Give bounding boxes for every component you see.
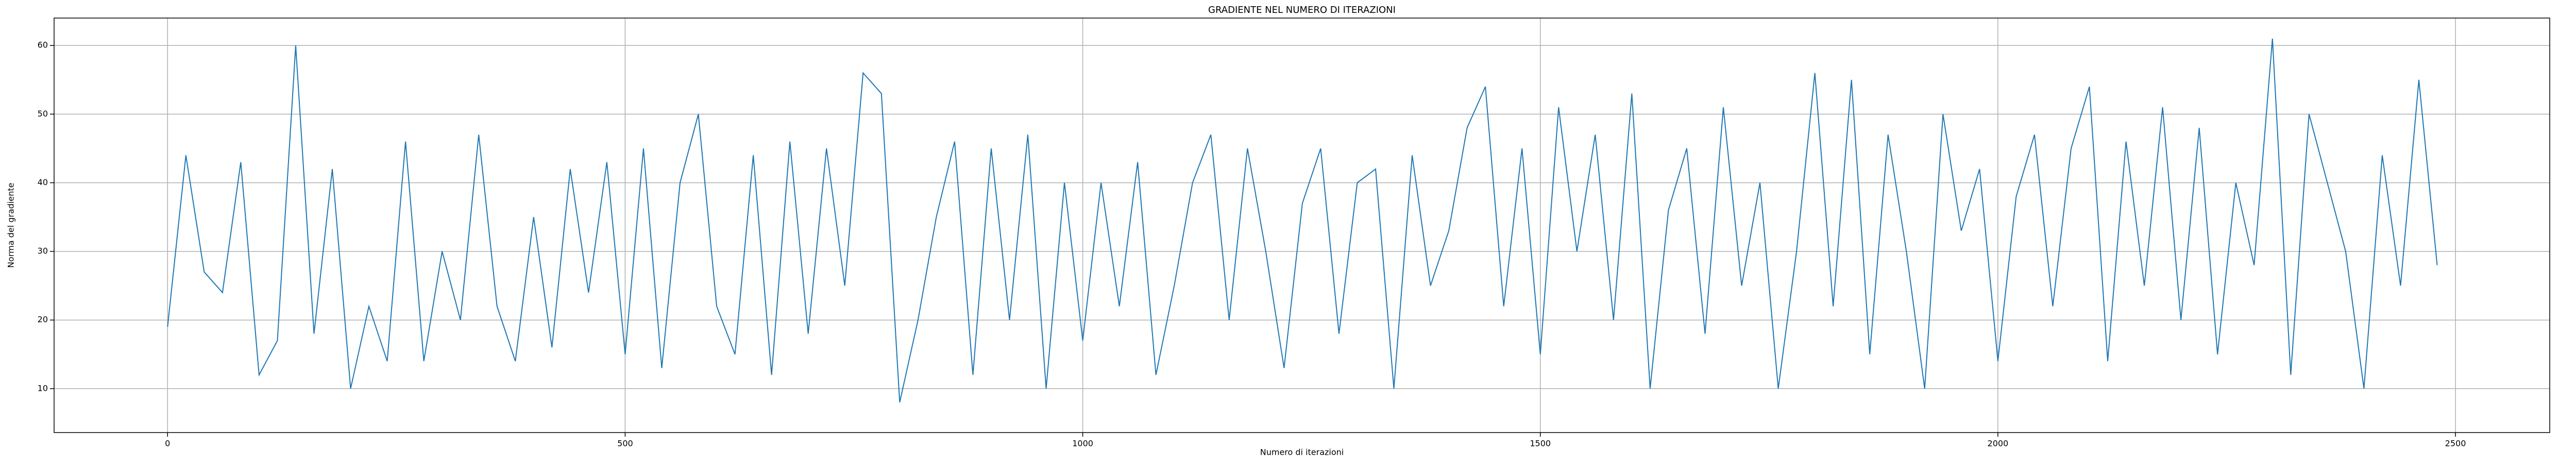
- x-tick-label: 1500: [1530, 439, 1551, 449]
- y-tick-label: 50: [38, 109, 48, 119]
- y-tick-label: 20: [38, 314, 48, 324]
- x-tick-label: 500: [617, 439, 633, 449]
- y-tick-label: 10: [38, 383, 48, 393]
- plot-area: 0 500 1000 1500 2000 2500 10 20 30 40 50 60: [38, 18, 2550, 449]
- x-tick-label: 2000: [1988, 439, 2009, 449]
- x-tick-label: 0: [165, 439, 170, 449]
- plot-frame: [54, 18, 2550, 433]
- y-tick-label: 60: [38, 40, 48, 50]
- x-axis-label: Numero di iterazioni: [1260, 448, 1344, 457]
- y-tick-label: 30: [38, 246, 48, 256]
- y-axis-label: Norma del gradiente: [6, 183, 16, 268]
- data-line: [167, 38, 2438, 403]
- x-tick-label: 2500: [2445, 439, 2466, 449]
- chart-title: GRADIENTE NEL NUMERO DI ITERAZIONI: [1208, 5, 1396, 15]
- x-tick-label: 1000: [1072, 439, 1093, 449]
- y-tick-label: 40: [38, 177, 48, 187]
